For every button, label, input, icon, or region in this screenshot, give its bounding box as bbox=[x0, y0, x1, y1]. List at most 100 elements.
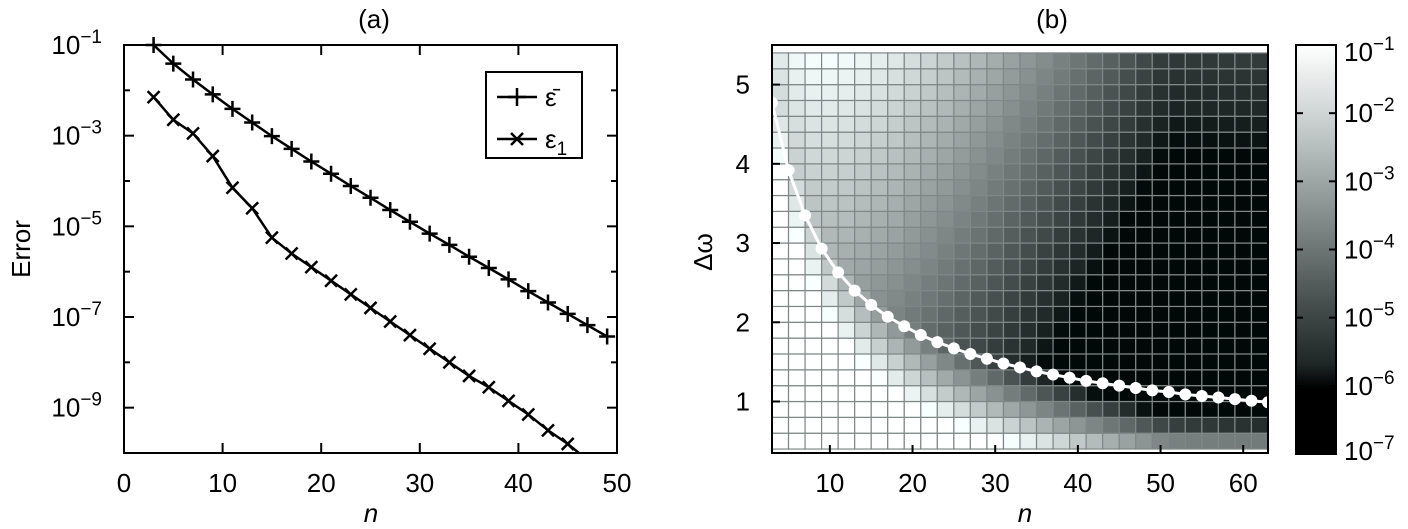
heatmap-cell bbox=[820, 385, 839, 403]
heatmap-cell bbox=[1085, 242, 1104, 260]
heatmap-cell bbox=[1085, 400, 1104, 418]
heatmap-cell bbox=[1019, 179, 1038, 197]
heatmap-cell bbox=[837, 68, 856, 86]
heatmap-cell bbox=[1002, 210, 1021, 228]
heatmap-cell bbox=[1168, 147, 1186, 165]
heatmap-cell bbox=[1019, 68, 1038, 86]
series-line-0 bbox=[152, 44, 608, 338]
heatmap-cell bbox=[1052, 115, 1071, 133]
colorbar-tick-label: 10−1 bbox=[1344, 34, 1395, 67]
heatmap-cell bbox=[787, 432, 806, 450]
heatmap-cell bbox=[969, 321, 988, 339]
series-1-point bbox=[501, 393, 516, 408]
series-1-point bbox=[146, 90, 161, 105]
heatmap-cell bbox=[1035, 131, 1054, 149]
heatmap-cell bbox=[820, 147, 839, 165]
heatmap-cell bbox=[1068, 242, 1087, 260]
series-1-point bbox=[245, 201, 260, 216]
heatmap-cell bbox=[1250, 131, 1268, 149]
heatmap-cell bbox=[1085, 194, 1104, 212]
colorbar-tick-label: 10−4 bbox=[1344, 232, 1395, 265]
heatmap-cell bbox=[854, 68, 872, 86]
series-1-point bbox=[541, 423, 555, 438]
heatmap-cell bbox=[887, 163, 905, 181]
heatmap-cell bbox=[920, 179, 938, 197]
colorbar-tick-label-base: 10 bbox=[1344, 303, 1373, 333]
heatmap-cell bbox=[953, 226, 971, 244]
heatmap-cell bbox=[1201, 432, 1220, 450]
heatmap-cell bbox=[920, 385, 938, 403]
heatmap-cell bbox=[1250, 226, 1268, 244]
heatmap-cell bbox=[1102, 84, 1120, 102]
heatmap-cell bbox=[1217, 115, 1236, 133]
heatmap-cell bbox=[1217, 131, 1236, 149]
heatmap-cell bbox=[1068, 163, 1087, 181]
y-tick-label-base: 10 bbox=[51, 121, 80, 151]
heatmap-cell bbox=[1002, 226, 1021, 244]
legend-marker-x bbox=[510, 132, 524, 146]
heatmap-cell bbox=[787, 305, 806, 323]
series-0-point bbox=[303, 153, 320, 170]
series-0-point bbox=[500, 271, 517, 288]
optimal-curve-point bbox=[914, 328, 927, 341]
heatmap-cell bbox=[854, 416, 872, 434]
optimal-curve-point bbox=[1228, 393, 1241, 406]
heatmap-cell bbox=[969, 400, 988, 418]
heatmap-cell bbox=[1052, 400, 1071, 418]
heatmap-cell bbox=[837, 242, 856, 260]
heatmap-cell bbox=[1035, 337, 1054, 355]
heatmap-cell bbox=[1201, 68, 1220, 86]
heatmap-cell bbox=[1151, 68, 1170, 86]
heatmap-cell bbox=[986, 84, 1005, 102]
heatmap-cell bbox=[936, 147, 955, 165]
y-tick-label-exponent: −5 bbox=[80, 208, 102, 229]
heatmap-cell bbox=[1135, 210, 1153, 228]
heatmap-cell bbox=[887, 369, 905, 387]
heatmap-cell bbox=[804, 305, 823, 323]
heatmap-cell bbox=[772, 353, 790, 371]
y-tick-label: 4 bbox=[736, 149, 750, 179]
y-tick-label-base: 10 bbox=[51, 302, 80, 332]
heatmap-cell bbox=[953, 432, 971, 450]
heatmap-cell bbox=[920, 115, 938, 133]
heatmap-cell bbox=[887, 289, 905, 308]
heatmap-cell bbox=[1168, 194, 1186, 212]
heatmap-cell bbox=[1118, 289, 1137, 308]
heatmap-cell bbox=[1250, 147, 1268, 165]
heatmap-cell bbox=[903, 115, 922, 133]
heatmap-cell bbox=[820, 131, 839, 149]
heatmap-cell bbox=[1151, 226, 1170, 244]
heatmap-cell bbox=[1234, 242, 1253, 260]
heatmap-cell bbox=[772, 400, 790, 418]
heatmap-cell bbox=[1201, 258, 1220, 276]
x-tick-label: 20 bbox=[898, 468, 927, 498]
heatmap-cell bbox=[837, 52, 856, 70]
heatmap-cell bbox=[920, 432, 938, 450]
series-1-point bbox=[462, 369, 476, 383]
heatmap-cell bbox=[903, 416, 922, 434]
heatmap-cell bbox=[903, 147, 922, 165]
heatmap-cell bbox=[787, 274, 806, 292]
heatmap-cell bbox=[1068, 274, 1087, 292]
heatmap-cell bbox=[787, 242, 806, 260]
heatmap-cell bbox=[1168, 242, 1186, 260]
heatmap-cell bbox=[1135, 321, 1153, 339]
heatmap-cell bbox=[936, 385, 955, 403]
heatmap-cell bbox=[1168, 179, 1186, 197]
heatmap-cell bbox=[837, 147, 856, 165]
heatmap-cell bbox=[887, 99, 905, 117]
heatmap-cell bbox=[1102, 179, 1120, 197]
heatmap-cell bbox=[837, 385, 856, 403]
heatmap-cell bbox=[903, 179, 922, 197]
heatmap-cell bbox=[986, 258, 1005, 276]
heatmap-cell bbox=[986, 194, 1005, 212]
heatmap-cell bbox=[1234, 194, 1253, 212]
heatmap-cell bbox=[1250, 369, 1268, 387]
heatmap-cell bbox=[1019, 131, 1038, 149]
heatmap-cell bbox=[1201, 274, 1220, 292]
heatmap-cell bbox=[986, 163, 1005, 181]
heatmap-cell bbox=[1019, 147, 1038, 165]
heatmap-cell bbox=[804, 84, 823, 102]
heatmap-cell bbox=[1234, 369, 1253, 387]
heatmap-cell bbox=[1168, 99, 1186, 117]
